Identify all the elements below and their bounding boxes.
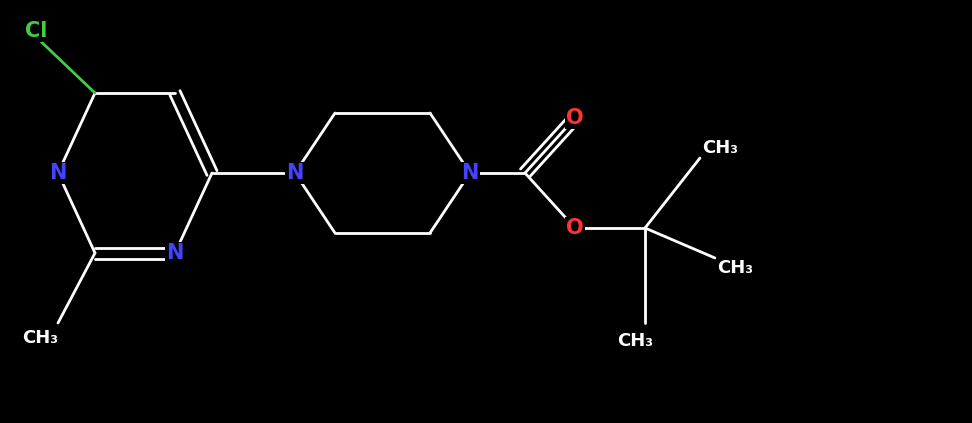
- Text: N: N: [287, 163, 303, 183]
- Text: CH₃: CH₃: [717, 259, 753, 277]
- Text: Cl: Cl: [25, 21, 48, 41]
- Text: O: O: [566, 108, 584, 128]
- Text: CH₃: CH₃: [22, 329, 58, 347]
- Text: CH₃: CH₃: [617, 332, 653, 350]
- Text: N: N: [462, 163, 478, 183]
- Text: N: N: [166, 243, 184, 263]
- Text: CH₃: CH₃: [702, 139, 738, 157]
- Text: O: O: [566, 218, 584, 238]
- Text: N: N: [50, 163, 67, 183]
